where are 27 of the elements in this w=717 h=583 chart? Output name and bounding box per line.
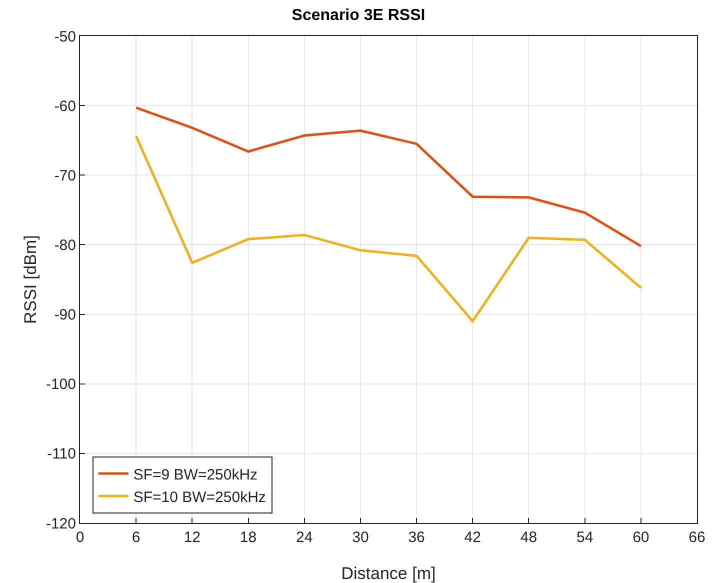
x-tick-label: 66	[688, 529, 706, 546]
legend-label: SF=10 BW=250kHz	[133, 488, 266, 506]
x-tick-label: 42	[464, 529, 481, 546]
y-tick-label: -80	[54, 236, 76, 254]
x-tick-label: 6	[132, 529, 140, 546]
y-tick-label: -60	[54, 98, 76, 115]
x-tick-label: 48	[520, 529, 538, 546]
x-tick-label: 24	[296, 529, 313, 546]
x-tick-label: 30	[352, 529, 369, 546]
y-axis-title: RSSI [dBm]	[21, 235, 40, 324]
line-series	[134, 106, 642, 248]
y-tick-label: -110	[47, 446, 76, 463]
x-axis-title: Distance [m]	[341, 564, 436, 583]
line-series	[134, 134, 642, 322]
legend-label: SF=9 BW=250kHz	[133, 466, 258, 484]
y-tick-label: -50	[54, 28, 76, 46]
x-tick-label: 18	[240, 529, 257, 546]
y-tick-label: -90	[54, 306, 76, 324]
x-tick-label: 36	[408, 529, 425, 546]
y-tick-label: -120	[46, 515, 76, 532]
chart-title: Scenario 3E RSSI	[292, 6, 426, 24]
x-tick-label: 60	[632, 529, 650, 546]
x-tick-label: 12	[184, 529, 201, 546]
x-tick-label: 0	[76, 529, 84, 546]
y-tick-label: -70	[54, 167, 76, 184]
x-tick-label: 54	[576, 529, 594, 546]
y-tick-label: -100	[46, 376, 76, 394]
